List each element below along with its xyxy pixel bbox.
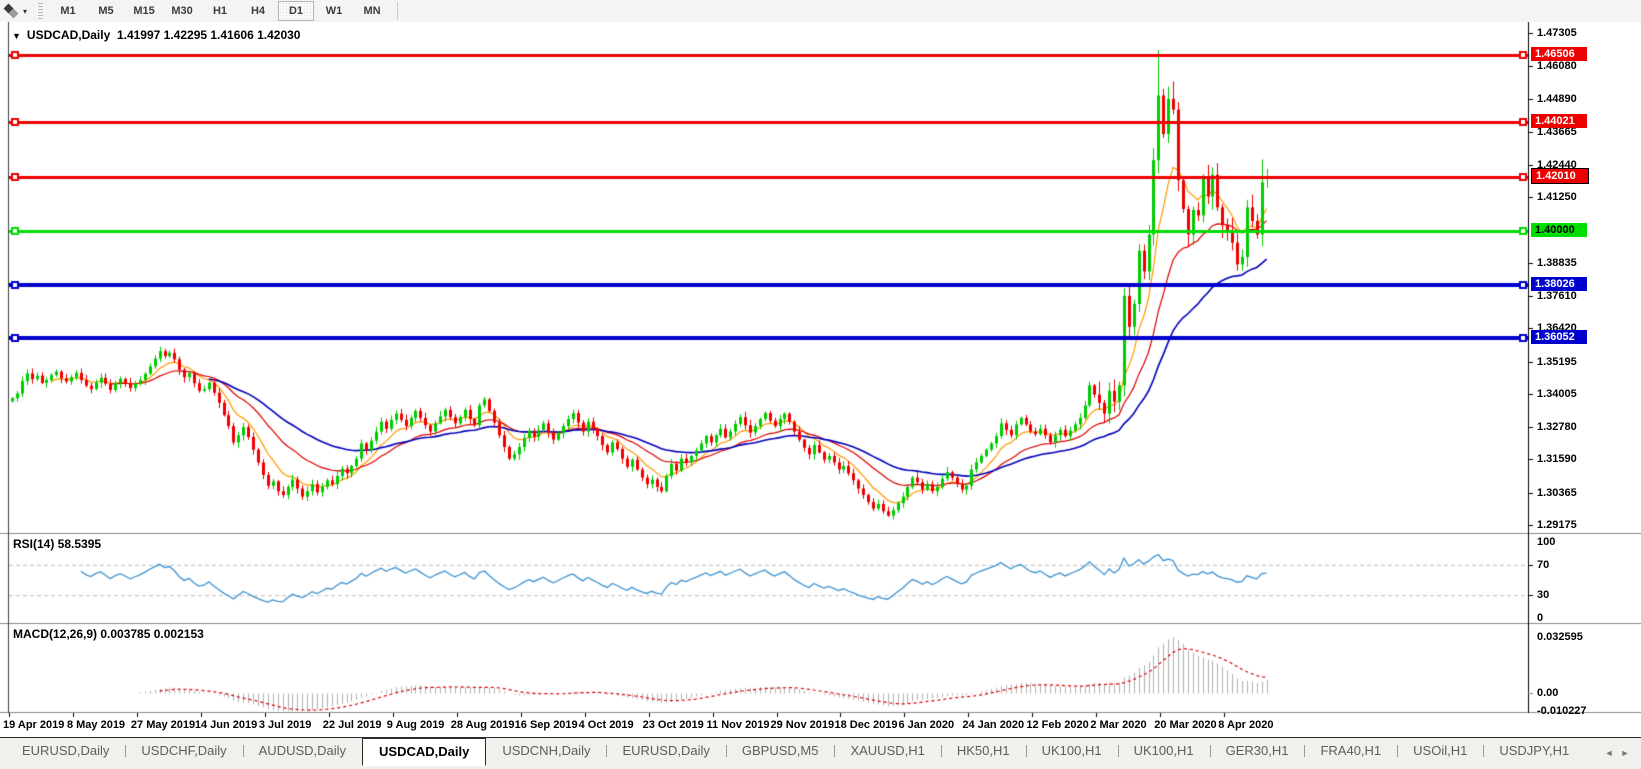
chart-tab-xauusd-h1[interactable]: XAUUSD,H1 xyxy=(834,739,940,763)
hline-badge-1.40000: 1.40000 xyxy=(1531,223,1587,238)
price-chart-canvas[interactable] xyxy=(0,22,1641,737)
hline-badge-1.38026: 1.38026 xyxy=(1531,276,1587,291)
timeframe-button-d1[interactable]: D1 xyxy=(278,1,315,21)
price-axis-label: 1.29175 xyxy=(1537,518,1577,531)
date-axis-label: 6 Jan 2020 xyxy=(898,719,955,731)
date-axis-label: 19 Apr 2019 xyxy=(3,719,65,731)
date-axis-label: 18 Dec 2019 xyxy=(834,719,898,731)
cursor-dropdown-icon[interactable]: ▾ xyxy=(23,6,28,16)
price-axis-label: 1.47305 xyxy=(1537,27,1577,39)
date-axis-label: 27 May 2019 xyxy=(130,719,196,731)
chart-tab-ger30-h1[interactable]: GER30,H1 xyxy=(1209,739,1305,763)
chart-tabs: EURUSD,Daily USDCHF,Daily AUDUSD,Daily USDC… xyxy=(6,738,1585,766)
chart-symbol-period: USDCAD,Daily xyxy=(26,28,111,42)
chart-tab-bar: EURUSD,Daily USDCHF,Daily AUDUSD,Daily USDC… xyxy=(0,737,1641,769)
hline-badge-1.44021: 1.44021 xyxy=(1531,114,1587,129)
chart-tab-hk50-h1[interactable]: HK50,H1 xyxy=(940,739,1026,763)
date-axis-label: 22 Jul 2019 xyxy=(322,719,382,731)
date-axis-label: 2 Mar 2020 xyxy=(1090,719,1147,731)
chart-tab-fra40-h1[interactable]: FRA40,H1 xyxy=(1304,739,1397,763)
chart-title: ▼ USDCAD,Daily 1.41997 1.42295 1.41606 1.… xyxy=(12,28,300,42)
chart-tab-usdcad-daily[interactable]: USDCAD,Daily xyxy=(362,738,487,766)
timeframe-button-h4[interactable]: H4 xyxy=(250,5,266,17)
chart-tab-usoil-h1[interactable]: USOil,H1 xyxy=(1397,739,1483,763)
price-axis-label: 1.37610 xyxy=(1537,290,1577,303)
tab-scroll-right-icon[interactable]: ► xyxy=(1620,748,1630,758)
price-axis-label: 1.30365 xyxy=(1537,486,1577,499)
date-axis-label: 8 May 2019 xyxy=(66,719,126,731)
rsi-indicator-label: RSI(14) 58.5395 xyxy=(13,537,102,551)
rsi-axis-label: 0 xyxy=(1537,612,1544,624)
toolbar-separator xyxy=(397,2,399,20)
macd-axis-label: 0.032595 xyxy=(1537,630,1583,643)
date-axis-label: 8 Apr 2020 xyxy=(1218,719,1274,731)
chart-tab-usdchf-daily[interactable]: USDCHF,Daily xyxy=(125,739,242,763)
hline-badge-1.42010: 1.42010 xyxy=(1531,167,1589,184)
price-axis-label: 1.31590 xyxy=(1537,453,1577,466)
date-axis-label: 3 Jul 2019 xyxy=(258,719,312,731)
date-axis-label: 12 Feb 2020 xyxy=(1026,719,1089,731)
chart-tab-usdjpy-h1[interactable]: USDJPY,H1 xyxy=(1483,739,1585,763)
price-axis-label: 1.43665 xyxy=(1537,125,1577,138)
price-axis-label: 1.44890 xyxy=(1537,92,1577,105)
crosshair-cursor-icon[interactable] xyxy=(3,2,23,20)
macd-axis-label: 0.00 xyxy=(1537,687,1559,699)
date-axis-label: 9 Aug 2019 xyxy=(386,719,445,731)
date-axis-label: 4 Oct 2019 xyxy=(578,719,634,731)
date-axis-label: 23 Oct 2019 xyxy=(642,719,704,731)
timeframe-toolbar: ▾ M1 M5 M15 M30 H1 H4 D1 W1 MN xyxy=(0,0,1641,23)
hline-badge-1.36052: 1.36052 xyxy=(1531,330,1587,345)
chart-window: ▼ USDCAD,Daily 1.41997 1.42295 1.41606 1.… xyxy=(0,22,1641,737)
macd-axis-label: -0.010227 xyxy=(1537,705,1587,717)
timeframe-button-m1[interactable]: M1 xyxy=(60,5,76,17)
chart-tab-gbpusd-m5[interactable]: GBPUSD,M5 xyxy=(725,739,835,763)
date-axis-label: 20 Mar 2020 xyxy=(1154,719,1217,731)
timeframe-buttons: M1 M5 M15 M30 H1 H4 D1 W1 MN xyxy=(49,1,391,21)
date-axis-label: 14 Jun 2019 xyxy=(194,719,258,731)
chart-tab-usdcnh-daily[interactable]: USDCNH,Daily xyxy=(502,743,591,758)
toolbar-grip-handle[interactable] xyxy=(37,3,44,19)
timeframe-button-m30[interactable]: M30 xyxy=(171,5,193,17)
timeframe-button-mn[interactable]: MN xyxy=(363,5,381,17)
macd-indicator-label: MACD(12,26,9) 0.003785 0.002153 xyxy=(13,627,204,641)
date-axis-label: 11 Nov 2019 xyxy=(706,719,770,731)
chart-tab-audusd-daily[interactable]: AUDUSD,Daily xyxy=(242,739,362,763)
price-axis-label: 1.34005 xyxy=(1537,387,1577,400)
timeframe-button-m15[interactable]: M15 xyxy=(133,5,155,17)
timeframe-button-m5[interactable]: M5 xyxy=(98,5,114,17)
rsi-axis-label: 100 xyxy=(1537,536,1556,548)
date-axis-label: 29 Nov 2019 xyxy=(770,719,835,731)
rsi-axis-label: 30 xyxy=(1537,589,1550,602)
price-axis-label: 1.35195 xyxy=(1537,355,1577,368)
date-axis-label: 24 Jan 2020 xyxy=(962,719,1025,731)
timeframe-button-h1[interactable]: H1 xyxy=(212,5,228,17)
chart-tab-eurusd-daily[interactable]: EURUSD,Daily xyxy=(22,743,110,758)
collapse-arrow-icon[interactable]: ▼ xyxy=(12,31,21,41)
date-axis-label: 28 Aug 2019 xyxy=(450,719,515,731)
date-axis-label: 16 Sep 2019 xyxy=(514,719,578,731)
price-axis-label: 1.32780 xyxy=(1537,421,1577,434)
timeframe-button-w1[interactable]: W1 xyxy=(325,5,343,17)
price-axis-label: 1.46080 xyxy=(1537,60,1577,73)
price-axis-label: 1.38835 xyxy=(1537,256,1577,269)
chart-tab-uk100-h1[interactable]: UK100,H1 xyxy=(1117,739,1210,763)
hline-badge-1.46506: 1.46506 xyxy=(1531,46,1587,61)
chart-ohlc-values: 1.41997 1.42295 1.41606 1.42030 xyxy=(116,28,301,42)
rsi-axis-label: 70 xyxy=(1537,558,1550,571)
chart-tab-eurusd-daily[interactable]: EURUSD,Daily xyxy=(606,739,725,763)
price-axis-label: 1.41250 xyxy=(1537,191,1577,204)
tab-scroll-left-icon[interactable]: ◄ xyxy=(1604,748,1614,758)
chart-tab-uk100-h1[interactable]: UK100,H1 xyxy=(1025,739,1118,763)
